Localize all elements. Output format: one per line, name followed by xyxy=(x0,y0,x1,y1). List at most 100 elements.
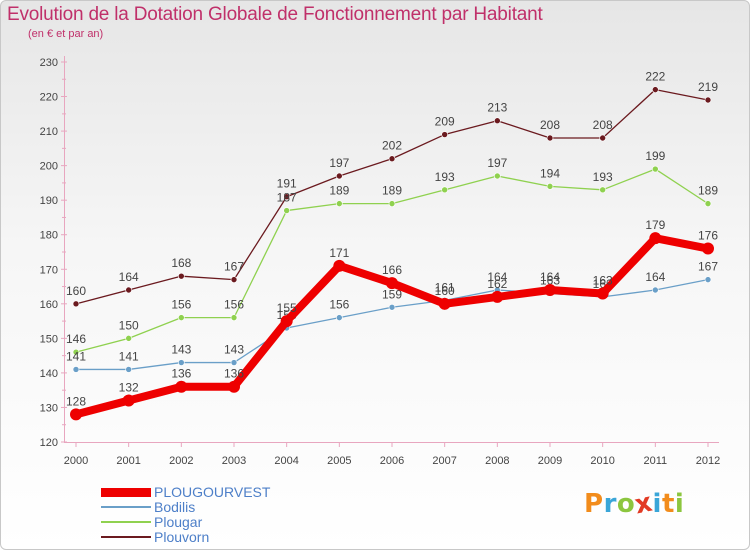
data-point-plougourvest xyxy=(438,297,451,310)
logo-letter: t xyxy=(661,489,675,519)
legend-swatch-bodilis xyxy=(101,506,151,508)
proxiti-logo: Proxiti xyxy=(584,488,685,521)
logo-letter: r xyxy=(603,489,617,519)
data-label-plougar: 150 xyxy=(119,318,139,332)
data-label-plougar: 193 xyxy=(435,170,455,184)
logo-letter: P xyxy=(584,489,604,519)
x-tick-label: 2005 xyxy=(327,455,351,467)
data-point-plouvorn xyxy=(388,155,396,163)
legend-label-bodilis: Bodilis xyxy=(154,499,196,515)
legend-label-plougourvest: PLOUGOURVEST xyxy=(154,484,271,500)
y-tick-label: 200 xyxy=(40,161,58,173)
data-label-plougar: 199 xyxy=(645,149,665,163)
data-label-plouvorn: 168 xyxy=(171,256,191,270)
data-label-bodilis: 141 xyxy=(119,349,139,363)
data-label-bodilis: 164 xyxy=(487,270,507,284)
data-point-plougar xyxy=(441,186,448,194)
data-label-plougar: 146 xyxy=(66,332,86,346)
chart-title: Evolution de la Dotation Globale de Fonc… xyxy=(7,4,543,25)
x-tick-label: 2007 xyxy=(432,455,456,467)
y-tick-label: 230 xyxy=(40,57,58,69)
data-label-bodilis: 159 xyxy=(382,287,402,301)
y-tick-label: 180 xyxy=(40,230,58,242)
data-point-plougar xyxy=(704,200,712,207)
data-label-plougourvest: 176 xyxy=(698,229,718,243)
x-tick-label: 2001 xyxy=(116,455,140,467)
logo-letter: i xyxy=(674,489,685,519)
legend-swatch-plougar xyxy=(101,521,151,523)
data-label-plougar: 194 xyxy=(540,166,560,180)
data-label-plougar: 189 xyxy=(698,184,718,198)
y-tick-label: 150 xyxy=(40,333,58,345)
data-label-plougar: 156 xyxy=(171,298,191,312)
data-point-plouvorn xyxy=(652,86,659,93)
data-point-plouvorn xyxy=(230,276,238,283)
data-point-plougar xyxy=(388,200,396,207)
data-point-bodilis xyxy=(652,286,659,294)
y-tick-label: 140 xyxy=(40,368,58,380)
data-label-plougourvest: 179 xyxy=(645,218,665,232)
data-point-plougar xyxy=(494,172,501,180)
data-point-plouvorn xyxy=(441,131,448,138)
legend-item-plougar: Plougar xyxy=(101,515,421,530)
data-label-plouvorn: 167 xyxy=(224,260,244,274)
data-label-plougourvest: 163 xyxy=(593,273,613,287)
legend-item-plougourvest: PLOUGOURVEST xyxy=(101,485,421,500)
legend-swatch-plougourvest xyxy=(101,488,151,497)
data-label-bodilis: 143 xyxy=(171,343,191,357)
data-label-plougourvest: 166 xyxy=(382,263,402,277)
logo-letter: i xyxy=(652,489,662,519)
y-tick-label: 190 xyxy=(40,195,58,207)
data-point-plougar xyxy=(546,183,554,190)
data-label-plouvorn: 164 xyxy=(119,270,139,284)
data-point-plougourvest xyxy=(491,290,504,303)
data-label-plougourvest: 162 xyxy=(487,277,507,291)
y-tick-label: 130 xyxy=(40,402,58,414)
data-label-plougourvest: 128 xyxy=(66,394,86,408)
data-point-bodilis xyxy=(336,314,343,321)
data-point-plougar xyxy=(125,335,132,342)
data-point-plouvorn xyxy=(178,272,185,280)
data-point-plougourvest xyxy=(596,287,609,300)
data-label-plouvorn: 219 xyxy=(698,80,718,94)
data-point-plouvorn xyxy=(283,193,290,201)
data-label-bodilis: 164 xyxy=(645,270,665,284)
legend: PLOUGOURVEST Bodilis Plougar Plouvorn xyxy=(101,485,421,545)
data-point-plougar xyxy=(652,165,659,173)
x-tick-label: 2009 xyxy=(538,455,562,467)
data-label-plougourvest: 160 xyxy=(435,284,455,298)
x-tick-label: 2002 xyxy=(169,455,193,467)
data-point-plouvorn xyxy=(336,172,343,180)
legend-item-plouvorn: Plouvorn xyxy=(101,530,421,545)
data-point-plouvorn xyxy=(494,117,501,125)
data-point-bodilis xyxy=(178,359,185,366)
data-label-bodilis: 156 xyxy=(329,298,349,312)
x-tick-label: 2011 xyxy=(644,455,668,467)
y-tick-label: 120 xyxy=(40,437,58,449)
data-point-bodilis xyxy=(125,366,132,373)
data-point-plouvorn xyxy=(125,286,132,294)
data-label-bodilis: 141 xyxy=(66,349,86,363)
data-label-plouvorn: 208 xyxy=(593,118,613,132)
x-tick-label: 2012 xyxy=(696,455,720,467)
data-point-plougourvest xyxy=(70,408,82,421)
data-label-bodilis: 161 xyxy=(435,280,455,294)
data-point-plougar xyxy=(72,348,80,356)
data-label-plougourvest: 132 xyxy=(119,381,139,395)
data-point-bodilis xyxy=(388,303,396,311)
data-label-plougourvest: 136 xyxy=(171,367,191,381)
data-point-plougourvest xyxy=(333,259,346,272)
y-tick-label: 210 xyxy=(40,126,58,138)
data-point-plougourvest xyxy=(122,394,135,407)
data-label-plouvorn: 208 xyxy=(540,118,560,132)
data-label-plougar: 156 xyxy=(224,298,244,312)
data-label-plougourvest: 136 xyxy=(224,367,244,381)
data-label-bodilis: 167 xyxy=(698,260,718,274)
data-point-bodilis xyxy=(230,359,238,366)
x-tick-label: 2003 xyxy=(222,455,246,467)
data-point-plougar xyxy=(599,186,606,194)
data-label-plougar: 189 xyxy=(329,184,349,198)
data-label-plouvorn: 160 xyxy=(66,284,86,298)
y-tick-label: 160 xyxy=(40,299,58,311)
data-label-plouvorn: 213 xyxy=(487,101,507,115)
